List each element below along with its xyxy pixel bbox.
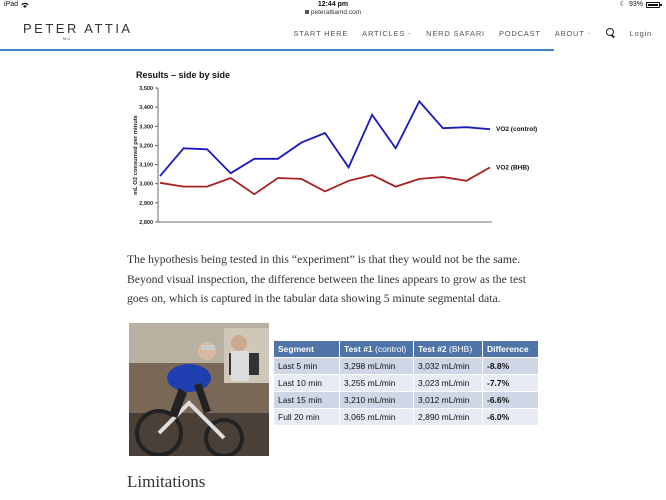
url-bar[interactable]: peterattiamd.com (0, 9, 666, 17)
col-test2: Test #2 (BHB) (414, 341, 482, 357)
site-logo[interactable]: PETER ATTIA (23, 21, 133, 36)
device-name: iPad (4, 1, 19, 8)
article-paragraph: The hypothesis being tested in this “exp… (127, 253, 526, 305)
section-heading: Limitations (127, 472, 206, 491)
login-link[interactable]: Login (629, 28, 652, 38)
y-tick-label: 3,400 (139, 105, 153, 111)
y-axis-label: mL O2 consumed per minute (133, 114, 139, 195)
nav-item-podcast[interactable]: PODCAST (498, 28, 541, 38)
status-time: 12:44 pm (317, 1, 349, 8)
status-bar: iPad 12:44 pm ☾ 93% (0, 0, 666, 9)
status-left: iPad (4, 0, 29, 9)
y-tick-label: 3,200 (139, 143, 153, 149)
col-segment: Segment (274, 341, 339, 357)
y-tick-label: 2,800 (139, 220, 153, 226)
search-icon[interactable] (605, 28, 616, 38)
chevron-down-icon: ⌄ (586, 30, 592, 36)
series-label: VO2 (BHB) (496, 164, 529, 171)
y-tick-label: 3,300 (139, 124, 153, 130)
cyclist-test-photo (129, 323, 269, 456)
site-logo-sub: MD (63, 36, 72, 41)
moon-icon: ☾ (619, 1, 626, 8)
y-tick-label: 3,100 (139, 163, 153, 169)
table-header-row: Segment Test #1 (control) Test #2 (BHB) … (274, 341, 538, 357)
series-line-bhb (159, 166, 491, 196)
chevron-down-icon: ⌄ (407, 30, 413, 36)
lock-icon (304, 10, 309, 14)
col-difference: Difference (483, 341, 538, 357)
segment-table: Segment Test #1 (control) Test #2 (BHB) … (273, 340, 539, 426)
status-right: ☾ 93% (619, 0, 662, 9)
series-label: VO2 (control) (496, 126, 537, 133)
y-tick-label: 3,500 (139, 86, 153, 92)
header-accent-line (0, 49, 554, 51)
nav-item-about[interactable]: ABOUT ⌄ (554, 28, 592, 38)
wifi-icon (21, 2, 29, 8)
y-tick-label: 3,000 (139, 182, 153, 188)
table-row: Last 5 min 3,298 mL/min 3,032 mL/min -8.… (274, 358, 538, 374)
table-row: Last 10 min 3,255 mL/min 3,023 mL/min -7… (274, 375, 538, 391)
main-nav: START HERE ARTICLES ⌄ NERD SAFARI PODCAST… (293, 17, 666, 49)
battery-icon (646, 1, 662, 8)
table-row: Full 20 min 3,065 mL/min 2,890 mL/min -6… (274, 409, 538, 425)
url-domain: peterattiamd.com (310, 9, 362, 16)
battery-percent: 93% (628, 1, 643, 8)
col-test1: Test #1 (control) (340, 341, 413, 357)
nav-item-articles[interactable]: ARTICLES ⌄ (362, 28, 413, 38)
results-chart: 2,800 2,900 3,000 3,100 3,200 3,300 3,400 3,500… (133, 86, 537, 226)
series-line-control (159, 99, 491, 177)
site-header: PETER ATTIA MD START HERE ARTICLES ⌄ NERD… (0, 17, 666, 49)
y-tick-label: 2,900 (139, 201, 153, 207)
table-row: Last 15 min 3,210 mL/min 3,012 mL/min -6… (274, 392, 538, 408)
nav-item-start-here[interactable]: START HERE (293, 28, 349, 38)
nav-item-nerd-safari[interactable]: NERD SAFARI (426, 28, 485, 38)
chart-title: Results – side by side (136, 70, 231, 80)
